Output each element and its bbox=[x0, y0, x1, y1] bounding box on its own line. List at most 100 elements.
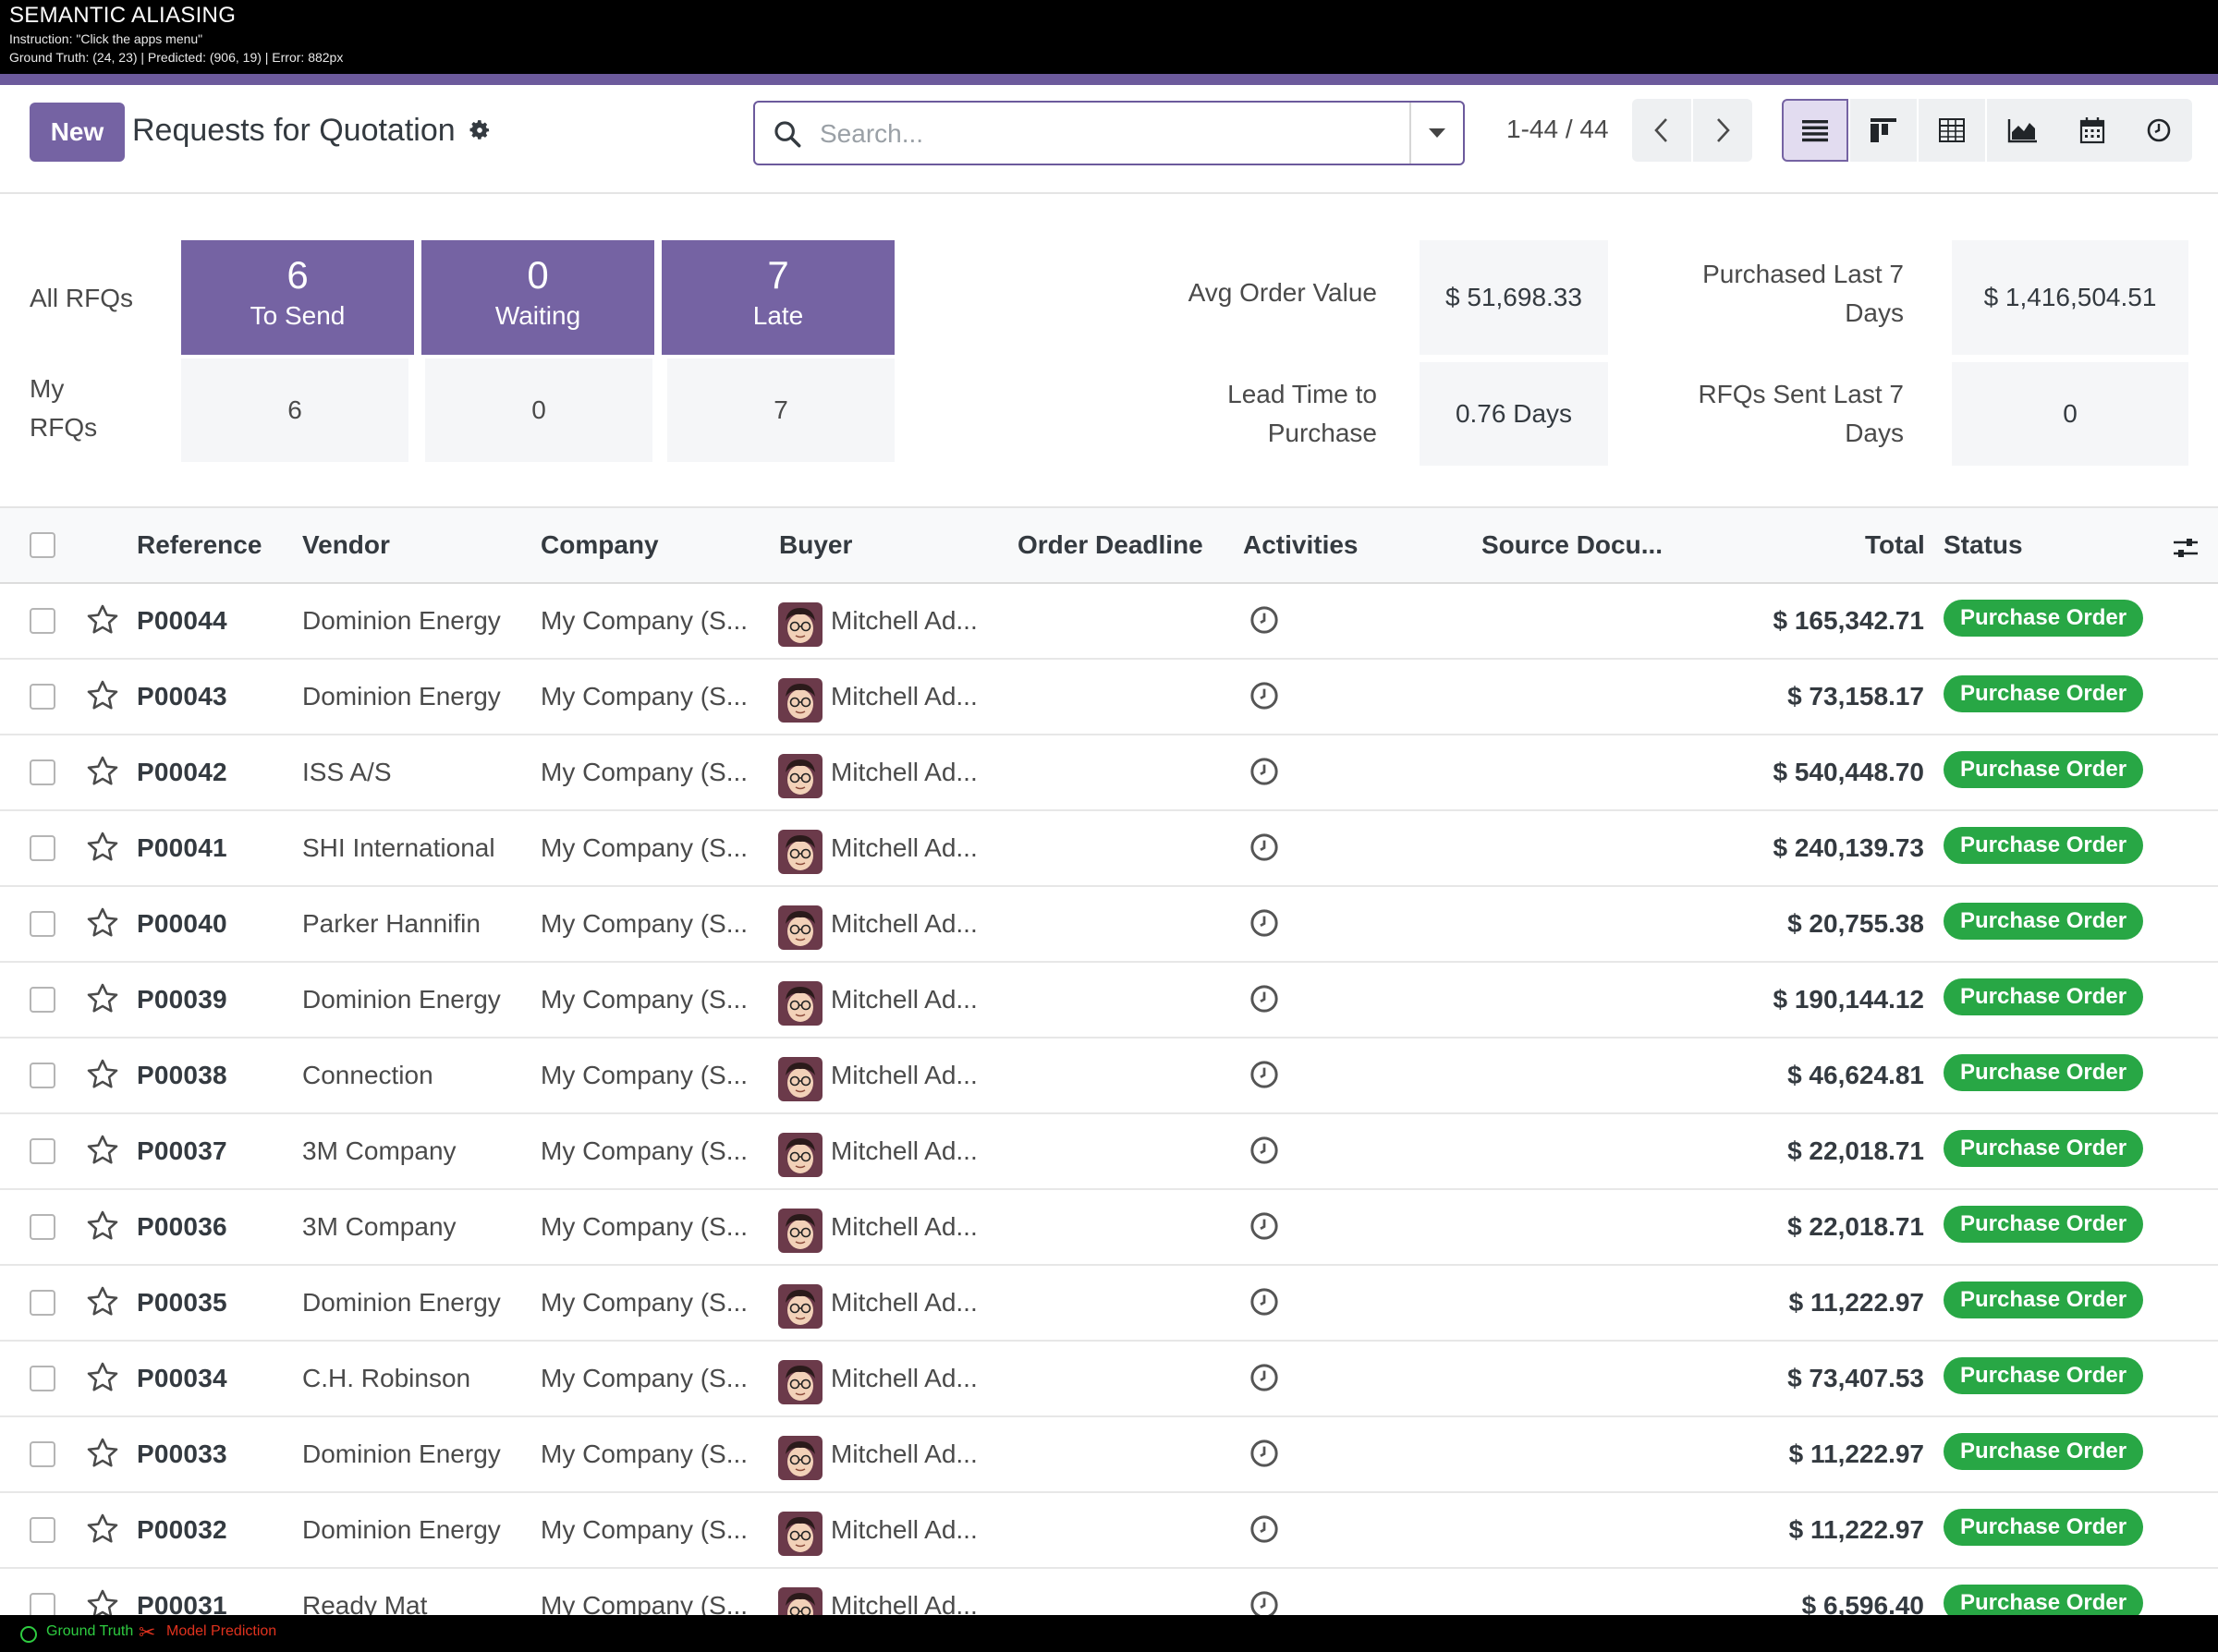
row-buyer: Mitchell Ad... bbox=[831, 1591, 978, 1620]
pager-value[interactable]: 1-44 / 44 bbox=[1506, 115, 1609, 143]
row-total: $ 73,158.17 bbox=[1787, 682, 1924, 711]
row-checkbox[interactable] bbox=[30, 1214, 55, 1240]
column-buyer[interactable]: Buyer bbox=[779, 530, 853, 559]
row-checkbox[interactable] bbox=[30, 1290, 55, 1316]
column-company[interactable]: Company bbox=[541, 530, 659, 559]
control-panel: New Requests for Quotation 1-44 / 44 bbox=[0, 85, 2218, 194]
row-checkbox[interactable] bbox=[30, 1441, 55, 1467]
star-icon[interactable] bbox=[85, 1133, 120, 1168]
table-row[interactable]: P00032 Dominion Energy My Company (S... Mit… bbox=[0, 1493, 2218, 1569]
waiting-tile[interactable]: 0 Waiting bbox=[421, 240, 654, 355]
star-icon[interactable] bbox=[85, 1209, 120, 1244]
activity-clock-icon[interactable] bbox=[1249, 1287, 1279, 1317]
buyer-avatar bbox=[778, 1436, 823, 1480]
star-icon[interactable] bbox=[85, 905, 120, 941]
activity-clock-icon[interactable] bbox=[1249, 908, 1279, 938]
row-vendor: Dominion Energy bbox=[302, 606, 501, 635]
search-input[interactable] bbox=[820, 114, 1226, 154]
row-checkbox[interactable] bbox=[30, 684, 55, 710]
kanban-view-button[interactable] bbox=[1850, 99, 1917, 162]
row-vendor: SHI International bbox=[302, 833, 495, 862]
late-tile[interactable]: 7 Late bbox=[662, 240, 895, 355]
row-checkbox[interactable] bbox=[30, 759, 55, 785]
star-icon[interactable] bbox=[85, 1284, 120, 1319]
column-total[interactable]: Total bbox=[1865, 530, 1925, 559]
star-icon[interactable] bbox=[85, 754, 120, 789]
star-icon[interactable] bbox=[85, 830, 120, 865]
row-total: $ 240,139.73 bbox=[1773, 833, 1925, 862]
purchased-last-7-days-label: Purchased Last 7 Days bbox=[1702, 260, 1904, 327]
activity-clock-icon[interactable] bbox=[1249, 1363, 1279, 1392]
row-checkbox[interactable] bbox=[30, 911, 55, 937]
new-button[interactable]: New bbox=[30, 103, 125, 162]
my-waiting-tile[interactable]: 0 bbox=[425, 358, 652, 462]
column-vendor[interactable]: Vendor bbox=[302, 530, 390, 559]
to-send-tile[interactable]: 6 To Send bbox=[181, 240, 414, 355]
row-checkbox[interactable] bbox=[30, 1138, 55, 1164]
star-icon[interactable] bbox=[85, 678, 120, 713]
activity-clock-icon[interactable] bbox=[1249, 1439, 1279, 1468]
table-row[interactable]: P00044 Dominion Energy My Company (S... Mit… bbox=[0, 584, 2218, 660]
activity-clock-icon[interactable] bbox=[1249, 757, 1279, 786]
pager-next-button[interactable] bbox=[1693, 99, 1752, 162]
gear-icon[interactable] bbox=[468, 118, 492, 142]
row-checkbox[interactable] bbox=[30, 835, 55, 861]
star-icon[interactable] bbox=[85, 1512, 120, 1547]
row-total: $ 11,222.97 bbox=[1788, 1515, 1924, 1544]
row-checkbox[interactable] bbox=[30, 987, 55, 1013]
my-late-tile[interactable]: 7 bbox=[667, 358, 895, 462]
table-row[interactable]: P00040 Parker Hannifin My Company (S... Mit… bbox=[0, 887, 2218, 963]
select-all-checkbox[interactable] bbox=[30, 532, 55, 558]
search-options-toggle[interactable] bbox=[1409, 103, 1463, 164]
activity-clock-icon[interactable] bbox=[1249, 1136, 1279, 1165]
table-row[interactable]: P00036 3M Company My Company (S... Mitchell… bbox=[0, 1190, 2218, 1266]
list-header: Reference Vendor Company Buyer Order Dea… bbox=[0, 508, 2218, 584]
column-activities[interactable]: Activities bbox=[1243, 530, 1359, 559]
page-title: Requests for Quotation bbox=[132, 113, 456, 148]
table-row[interactable]: P00039 Dominion Energy My Company (S... Mit… bbox=[0, 963, 2218, 1039]
list-view-button[interactable] bbox=[1782, 99, 1848, 162]
star-icon[interactable] bbox=[85, 981, 120, 1016]
table-row[interactable]: P00034 C.H. Robinson My Company (S... Mitch… bbox=[0, 1342, 2218, 1417]
status-badge: Purchase Order bbox=[1944, 978, 2144, 1015]
column-source-document[interactable]: Source Docu... bbox=[1481, 530, 1664, 559]
column-status[interactable]: Status bbox=[1944, 530, 2023, 559]
optional-columns-icon[interactable] bbox=[2172, 534, 2200, 562]
activity-clock-icon[interactable] bbox=[1249, 605, 1279, 635]
table-row[interactable]: P00043 Dominion Energy My Company (S... Mit… bbox=[0, 660, 2218, 735]
activity-clock-icon[interactable] bbox=[1249, 1514, 1279, 1544]
row-company: My Company (S... bbox=[541, 1439, 749, 1468]
row-checkbox[interactable] bbox=[30, 1517, 55, 1543]
column-order-deadline[interactable]: Order Deadline bbox=[1018, 530, 1203, 559]
table-row[interactable]: P00033 Dominion Energy My Company (S... Mit… bbox=[0, 1417, 2218, 1493]
my-to-send-tile[interactable]: 6 bbox=[181, 358, 408, 462]
table-row[interactable]: P00042 ISS A/S My Company (S... Mitchell Ad… bbox=[0, 735, 2218, 811]
star-icon[interactable] bbox=[85, 1436, 120, 1471]
row-checkbox[interactable] bbox=[30, 1063, 55, 1088]
activity-view-button[interactable] bbox=[2126, 99, 2192, 162]
row-checkbox[interactable] bbox=[30, 1366, 55, 1391]
star-icon[interactable] bbox=[85, 602, 120, 638]
pivot-view-button[interactable] bbox=[1919, 99, 1985, 162]
annotation-banner: SEMANTIC ALIASING Instruction: "Click th… bbox=[0, 0, 2218, 74]
activity-clock-icon[interactable] bbox=[1249, 832, 1279, 862]
star-icon[interactable] bbox=[85, 1057, 120, 1092]
row-checkbox[interactable] bbox=[30, 608, 55, 634]
star-icon[interactable] bbox=[85, 1587, 120, 1622]
star-icon[interactable] bbox=[85, 1360, 120, 1395]
table-row[interactable]: P00038 Connection My Company (S... Mitchell… bbox=[0, 1039, 2218, 1114]
row-reference: P00032 bbox=[137, 1515, 227, 1544]
column-reference[interactable]: Reference bbox=[137, 530, 262, 559]
table-row[interactable]: P00041 SHI International My Company (S... M… bbox=[0, 811, 2218, 887]
row-total: $ 22,018.71 bbox=[1787, 1136, 1924, 1165]
table-row[interactable]: P00035 Dominion Energy My Company (S... Mit… bbox=[0, 1266, 2218, 1342]
activity-clock-icon[interactable] bbox=[1249, 1211, 1279, 1241]
activity-clock-icon[interactable] bbox=[1249, 681, 1279, 711]
graph-view-button[interactable] bbox=[1987, 99, 2059, 162]
activity-clock-icon[interactable] bbox=[1249, 1060, 1279, 1089]
row-total: $ 6,596.40 bbox=[1801, 1591, 1924, 1620]
activity-clock-icon[interactable] bbox=[1249, 984, 1279, 1014]
pager-previous-button[interactable] bbox=[1632, 99, 1691, 162]
table-row[interactable]: P00037 3M Company My Company (S... Mitchell… bbox=[0, 1114, 2218, 1190]
calendar-view-button[interactable] bbox=[2059, 99, 2126, 162]
